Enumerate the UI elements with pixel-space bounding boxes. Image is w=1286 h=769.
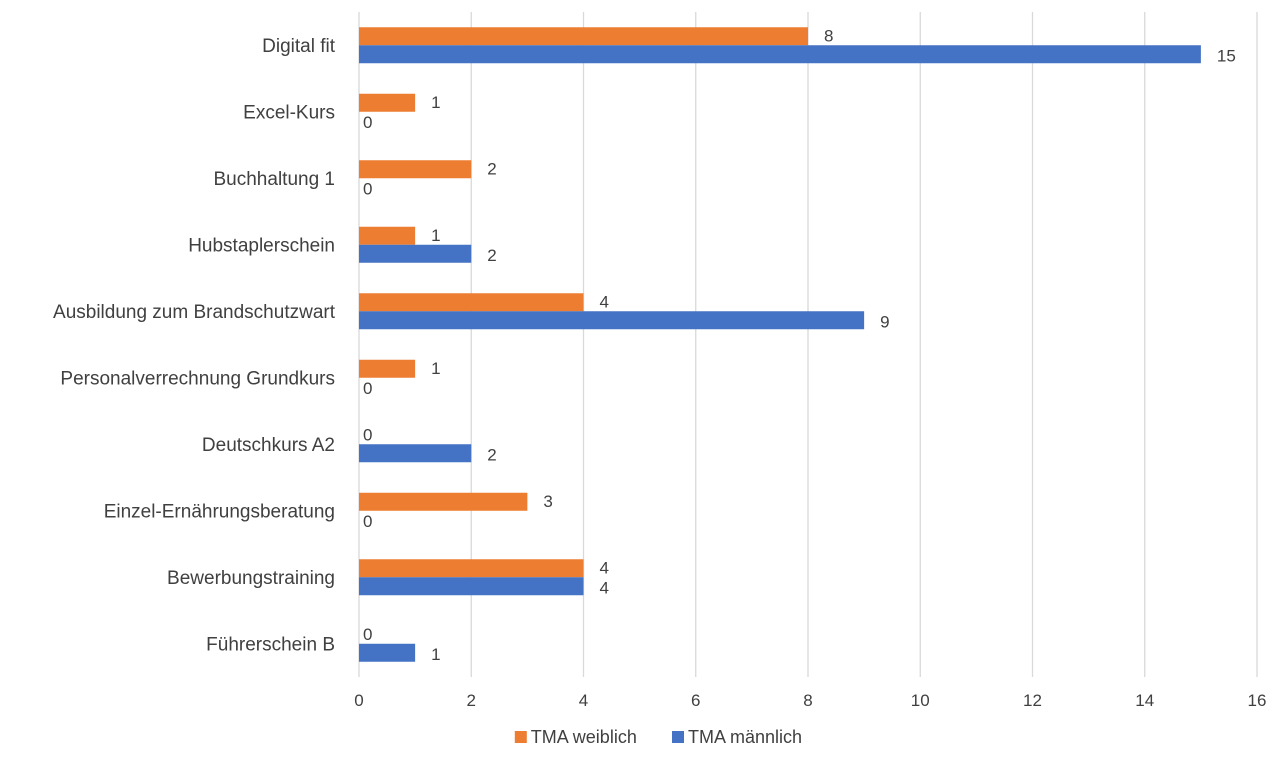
bar-tma-weiblich	[359, 160, 472, 179]
bar-tma-maennlich	[359, 444, 472, 463]
data-label: 2	[487, 445, 496, 464]
category-label: Buchhaltung 1	[214, 169, 336, 190]
data-label: 15	[1217, 46, 1236, 65]
x-tick-label: 0	[354, 691, 363, 710]
bar-tma-weiblich	[359, 27, 808, 46]
data-label: 1	[431, 359, 440, 378]
bar-tma-weiblich	[359, 93, 416, 112]
category-label: Personalverrechnung Grundkurs	[60, 368, 335, 389]
data-label: 0	[363, 512, 372, 531]
category-label: Führerschein B	[206, 634, 335, 655]
x-tick-label: 10	[911, 691, 930, 710]
data-label: 1	[431, 645, 440, 664]
data-label: 0	[363, 425, 372, 444]
category-label: Deutschkurs A2	[202, 435, 335, 456]
data-label: 0	[363, 179, 372, 198]
category-label: Digital fit	[262, 36, 336, 57]
legend-swatch	[514, 731, 527, 743]
category-label: Ausbildung zum Brandschutzwart	[53, 302, 336, 323]
bar-tma-weiblich	[359, 559, 584, 578]
bar-tma-maennlich	[359, 643, 416, 662]
data-label: 0	[363, 113, 372, 132]
bar-tma-weiblich	[359, 293, 584, 312]
legend: TMA weiblich TMA männlich	[514, 727, 802, 747]
bar-tma-weiblich	[359, 226, 416, 245]
x-tick-label: 2	[467, 691, 476, 710]
gridlines	[358, 12, 1258, 677]
legend-item: TMA männlich	[672, 727, 802, 747]
data-label: 0	[363, 625, 372, 644]
legend-swatch	[672, 731, 684, 743]
x-tick-label: 4	[579, 691, 588, 710]
x-tick-label: 14	[1135, 691, 1154, 710]
category-label: Einzel-Ernährungsberatung	[104, 501, 335, 522]
data-label: 4	[600, 578, 609, 597]
x-tick-label: 16	[1248, 691, 1267, 710]
data-label: 1	[431, 226, 440, 245]
data-label: 1	[431, 93, 440, 112]
bar-tma-maennlich	[359, 45, 1201, 64]
data-label: 9	[880, 312, 889, 331]
legend-label: TMA männlich	[688, 727, 802, 747]
bar-tma-maennlich	[359, 311, 865, 330]
x-tick-label: 12	[1023, 691, 1042, 710]
data-label: 4	[600, 558, 609, 577]
bar-tma-weiblich	[359, 492, 528, 511]
data-label: 8	[824, 26, 833, 45]
data-label: 3	[543, 492, 552, 511]
legend-item: TMA weiblich	[514, 727, 637, 747]
x-tick-label: 6	[691, 691, 700, 710]
category-label: Hubstaplerschein	[188, 235, 335, 256]
bar-tma-maennlich	[359, 244, 472, 263]
bar-tma-weiblich	[359, 359, 416, 378]
bars	[359, 27, 1201, 662]
x-tick-label: 8	[803, 691, 812, 710]
data-label: 0	[363, 379, 372, 398]
legend-label: TMA weiblich	[531, 727, 637, 747]
bar-tma-maennlich	[359, 577, 584, 596]
category-label: Bewerbungstraining	[167, 568, 335, 589]
data-label: 4	[600, 292, 609, 311]
data-label: 2	[487, 246, 496, 265]
data-label: 2	[487, 159, 496, 178]
category-label: Excel-Kurs	[243, 102, 335, 123]
